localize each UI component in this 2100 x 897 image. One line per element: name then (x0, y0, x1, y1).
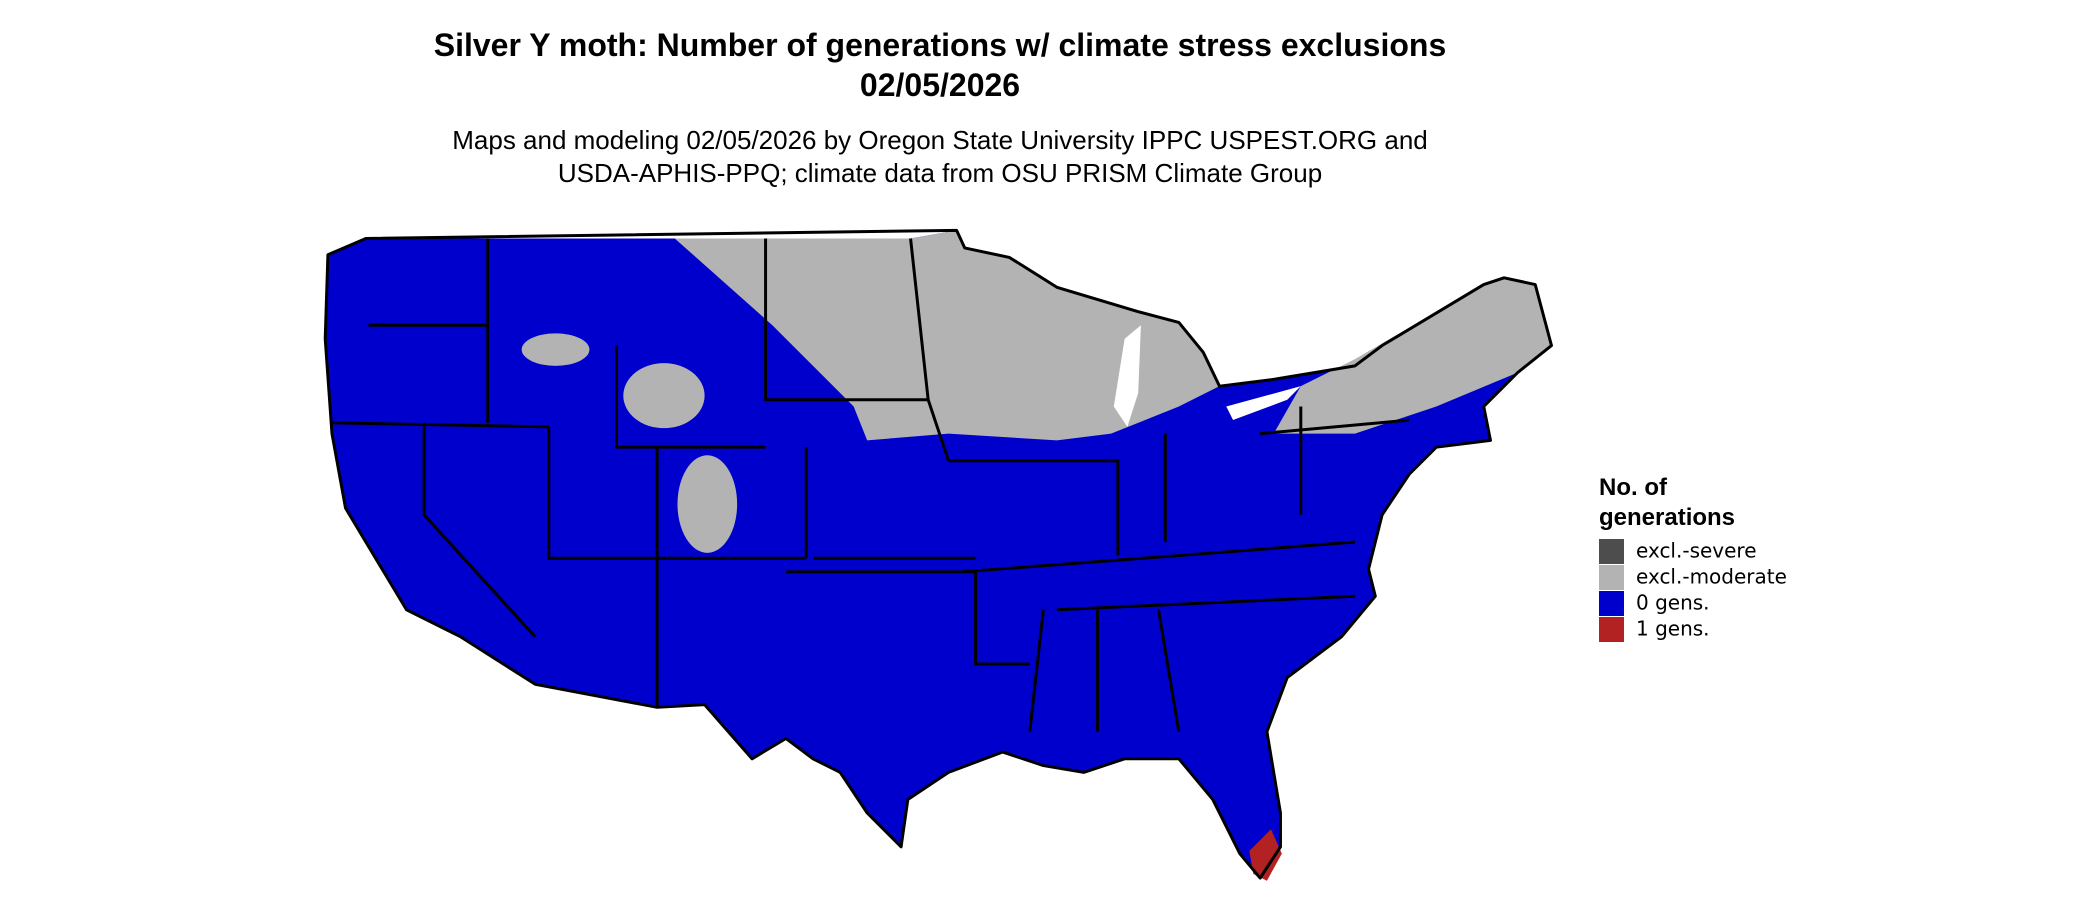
region-excl-moderate (521, 333, 590, 366)
legend-label: excl.-moderate (1636, 565, 1787, 589)
legend-title: generations (1599, 504, 1735, 531)
map (323, 228, 1553, 881)
legend-label: 1 gens. (1636, 617, 1710, 641)
state-borders (323, 228, 1553, 880)
legend-label: excl.-severe (1636, 539, 1757, 563)
region-excl-moderate (674, 230, 1220, 441)
legend-swatch (1599, 539, 1624, 564)
lake-michigan (1113, 325, 1141, 427)
region-excl-moderate (623, 363, 705, 429)
region-excl-moderate (677, 455, 738, 553)
region-1-gens (1249, 829, 1282, 881)
subtitle-line: USDA-APHIS-PPQ; climate data from OSU PR… (558, 158, 1322, 188)
legend-swatch (1599, 591, 1624, 616)
lake-erie (1226, 386, 1301, 421)
map-date: 02/05/2026 (860, 67, 1020, 103)
legend-title: No. of (1599, 474, 1668, 501)
legend-swatch (1599, 617, 1624, 642)
legend-label: 0 gens. (1636, 591, 1710, 615)
legend-swatch (1599, 565, 1624, 590)
map-title: Silver Y moth: Number of generations w/ … (434, 27, 1446, 63)
region-excl-moderate (1273, 277, 1552, 434)
subtitle-line: Maps and modeling 02/05/2026 by Oregon S… (452, 125, 1428, 155)
